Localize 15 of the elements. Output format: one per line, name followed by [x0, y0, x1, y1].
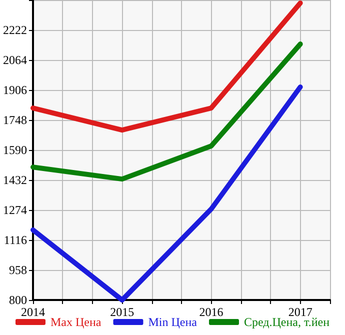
y-tick-label: 1432 [3, 173, 27, 187]
y-tick-label: 800 [9, 293, 27, 307]
y-tick-label: 1274 [3, 203, 27, 217]
y-tick-label: 2222 [3, 23, 27, 37]
legend-label: Min Цена [148, 315, 198, 329]
x-tick-label: 2015 [110, 305, 134, 319]
y-tick-label: 958 [9, 263, 27, 277]
legend-label: Max Цена [50, 315, 102, 329]
y-tick-label: 2064 [3, 53, 27, 67]
y-tick-label: 1590 [3, 143, 27, 157]
y-tick-label: 1906 [3, 83, 27, 97]
y-tick-label: 1116 [4, 233, 27, 247]
y-tick-label: 1748 [3, 113, 27, 127]
x-tick-label: 2014 [21, 305, 45, 319]
x-tick-label: 2016 [199, 305, 224, 319]
